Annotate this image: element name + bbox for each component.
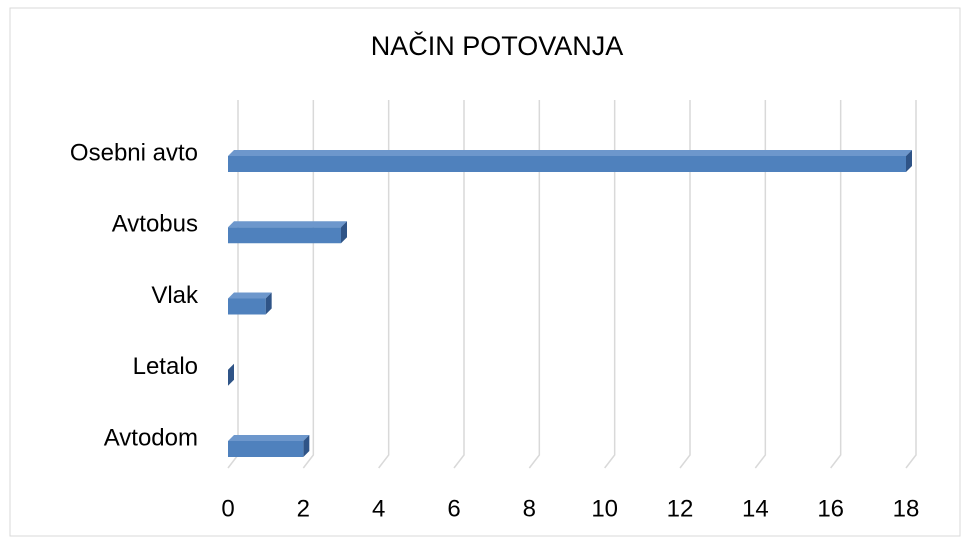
bar-side xyxy=(303,435,310,457)
x-tick-label: 2 xyxy=(297,495,310,522)
grid-line xyxy=(453,100,465,469)
bar xyxy=(228,156,906,172)
bar xyxy=(228,298,266,315)
bar-top xyxy=(228,292,272,299)
bar-top xyxy=(228,435,310,441)
bar xyxy=(228,441,304,457)
grid-line xyxy=(302,100,315,469)
x-tick-label: 8 xyxy=(523,495,536,522)
chart-title: NAČIN POTOVANJA xyxy=(371,30,624,61)
x-tick-label: 10 xyxy=(591,495,618,522)
grid-line xyxy=(378,100,390,469)
y-tick-label: Vlak xyxy=(151,282,199,309)
x-tick-label: 12 xyxy=(667,495,694,522)
y-tick-label: Osebni avto xyxy=(70,139,198,166)
bar-side xyxy=(341,221,347,244)
grid-line xyxy=(528,100,541,469)
y-tick-label: Avtodom xyxy=(104,424,198,451)
chart-frame xyxy=(9,7,961,537)
y-tick-label: Letalo xyxy=(133,353,198,380)
x-tick-label: 4 xyxy=(372,495,385,522)
bar-side xyxy=(228,363,234,386)
grid-line xyxy=(754,100,767,469)
x-tick-label: 6 xyxy=(447,495,460,522)
x-tick-label: 18 xyxy=(893,495,920,522)
grid-line xyxy=(604,100,616,469)
grid-line xyxy=(905,100,917,469)
x-tick-label: 0 xyxy=(221,495,234,522)
grid-line xyxy=(679,100,691,469)
x-tick-label: 14 xyxy=(742,495,769,522)
bar-side xyxy=(265,292,272,315)
bar-side xyxy=(906,150,912,172)
bar-top xyxy=(228,150,912,156)
bar xyxy=(228,227,341,244)
bar-top xyxy=(228,221,347,228)
x-tick-label: 16 xyxy=(817,495,844,522)
y-tick-label: Avtobus xyxy=(112,211,198,238)
grid-line xyxy=(830,100,842,469)
